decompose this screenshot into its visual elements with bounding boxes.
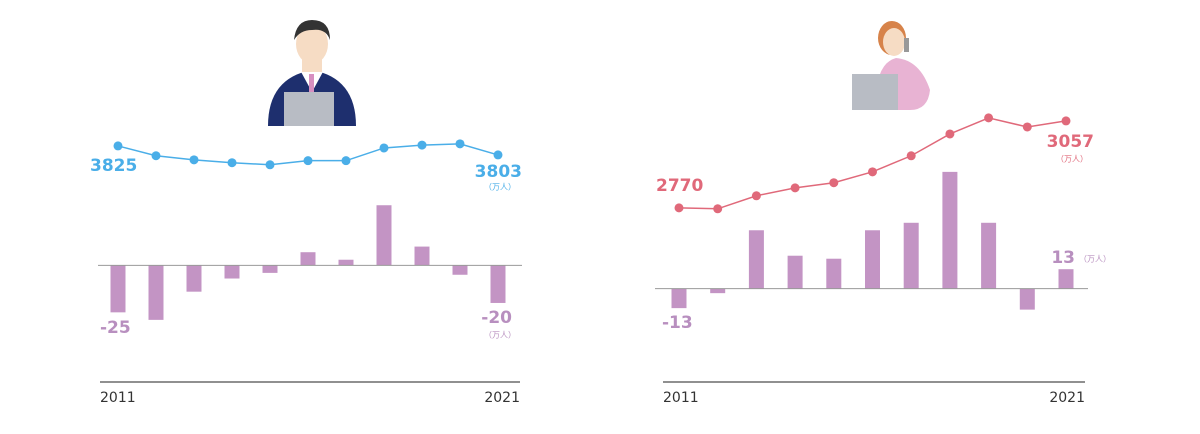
bar: [787, 255, 803, 289]
bar: [748, 230, 764, 289]
line-point: [493, 150, 503, 160]
line-point: [227, 158, 237, 168]
x-tick-label: 2011: [663, 390, 699, 406]
line-point: [265, 160, 275, 170]
line-point: [713, 204, 723, 214]
line-point: [829, 178, 839, 188]
unit-label: （万人）: [1079, 255, 1111, 264]
bar: [671, 288, 687, 309]
bar: [262, 265, 278, 273]
line-point: [674, 203, 684, 213]
bar-value-label: -20: [481, 308, 512, 328]
line-value-label: 2770: [656, 176, 703, 196]
unit-label: （万人）: [484, 331, 516, 340]
line-point: [868, 167, 877, 177]
bar: [224, 265, 240, 279]
bar: [981, 222, 997, 289]
bar: [865, 230, 880, 289]
line-value-label: 3825: [90, 156, 137, 176]
line-point: [1022, 122, 1032, 132]
line: [678, 117, 1067, 210]
unit-label: （万人）: [484, 183, 516, 192]
line-value-label: 3803: [475, 162, 522, 182]
bar: [148, 265, 164, 320]
bar: [710, 288, 726, 294]
bar-value-label: -13: [662, 313, 693, 333]
line-point: [945, 129, 955, 139]
bar-value-label: -25: [100, 318, 131, 338]
line-point: [1061, 116, 1071, 126]
bar: [942, 171, 958, 289]
line-point: [455, 139, 465, 149]
bar: [376, 205, 392, 266]
x-tick-label: 2021: [484, 390, 520, 406]
bar: [1019, 288, 1035, 310]
bar: [414, 246, 430, 266]
line-point: [341, 156, 351, 166]
line-point: [189, 155, 199, 165]
line-point: [151, 151, 161, 161]
bar: [1058, 269, 1074, 289]
bar: [826, 258, 842, 289]
line-point: [379, 143, 389, 153]
bar: [452, 265, 468, 275]
man-icon: [268, 20, 356, 126]
x-tick-label: 2011: [100, 390, 136, 406]
bar: [300, 252, 316, 266]
line-point: [417, 140, 427, 150]
x-tick-label: 2021: [1049, 390, 1085, 406]
line-value-label: 3057: [1047, 132, 1094, 152]
bar: [490, 265, 506, 303]
line-point: [984, 113, 994, 123]
woman-icon: [852, 21, 930, 110]
line-point: [790, 183, 800, 193]
bar-value-label: 13: [1051, 248, 1075, 268]
bar: [903, 222, 919, 289]
line-point: [303, 156, 313, 166]
unit-label: （万人）: [1056, 155, 1088, 164]
line-point: [113, 141, 123, 151]
line-point: [906, 151, 916, 161]
bar: [110, 265, 126, 313]
line-point: [751, 191, 761, 201]
bar: [186, 265, 202, 292]
bar: [338, 259, 354, 266]
